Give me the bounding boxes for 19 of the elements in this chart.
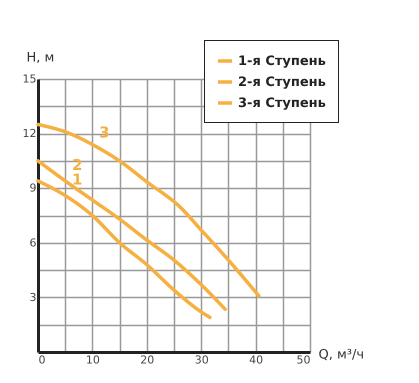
x-tick-label: 20 bbox=[140, 354, 154, 366]
y-tick-label: 3 bbox=[30, 290, 36, 304]
x-tick-label: 10 bbox=[86, 354, 100, 366]
x-axis-title: Q, м³/ч bbox=[318, 348, 364, 362]
legend-label: 2-я Ступень bbox=[238, 75, 326, 90]
y-tick-label: 15 bbox=[22, 72, 36, 86]
x-tick-label: 40 bbox=[249, 354, 264, 366]
line-series bbox=[36, 159, 227, 311]
x-tick-label: 50 bbox=[296, 354, 310, 366]
legend-label: 1-я Ступень bbox=[238, 54, 326, 69]
y-tick-label: 6 bbox=[30, 236, 36, 250]
y-tick-label: 9 bbox=[30, 182, 36, 195]
annotation: 3 bbox=[99, 124, 110, 142]
legend-label: 3-я Ступень bbox=[238, 96, 326, 111]
x-tick-label: 0 bbox=[38, 354, 46, 366]
y-tick-label: 12 bbox=[22, 127, 36, 140]
line-series bbox=[36, 122, 261, 298]
x-tick-label: 30 bbox=[194, 354, 209, 366]
y-axis-title: H, м bbox=[26, 50, 54, 66]
